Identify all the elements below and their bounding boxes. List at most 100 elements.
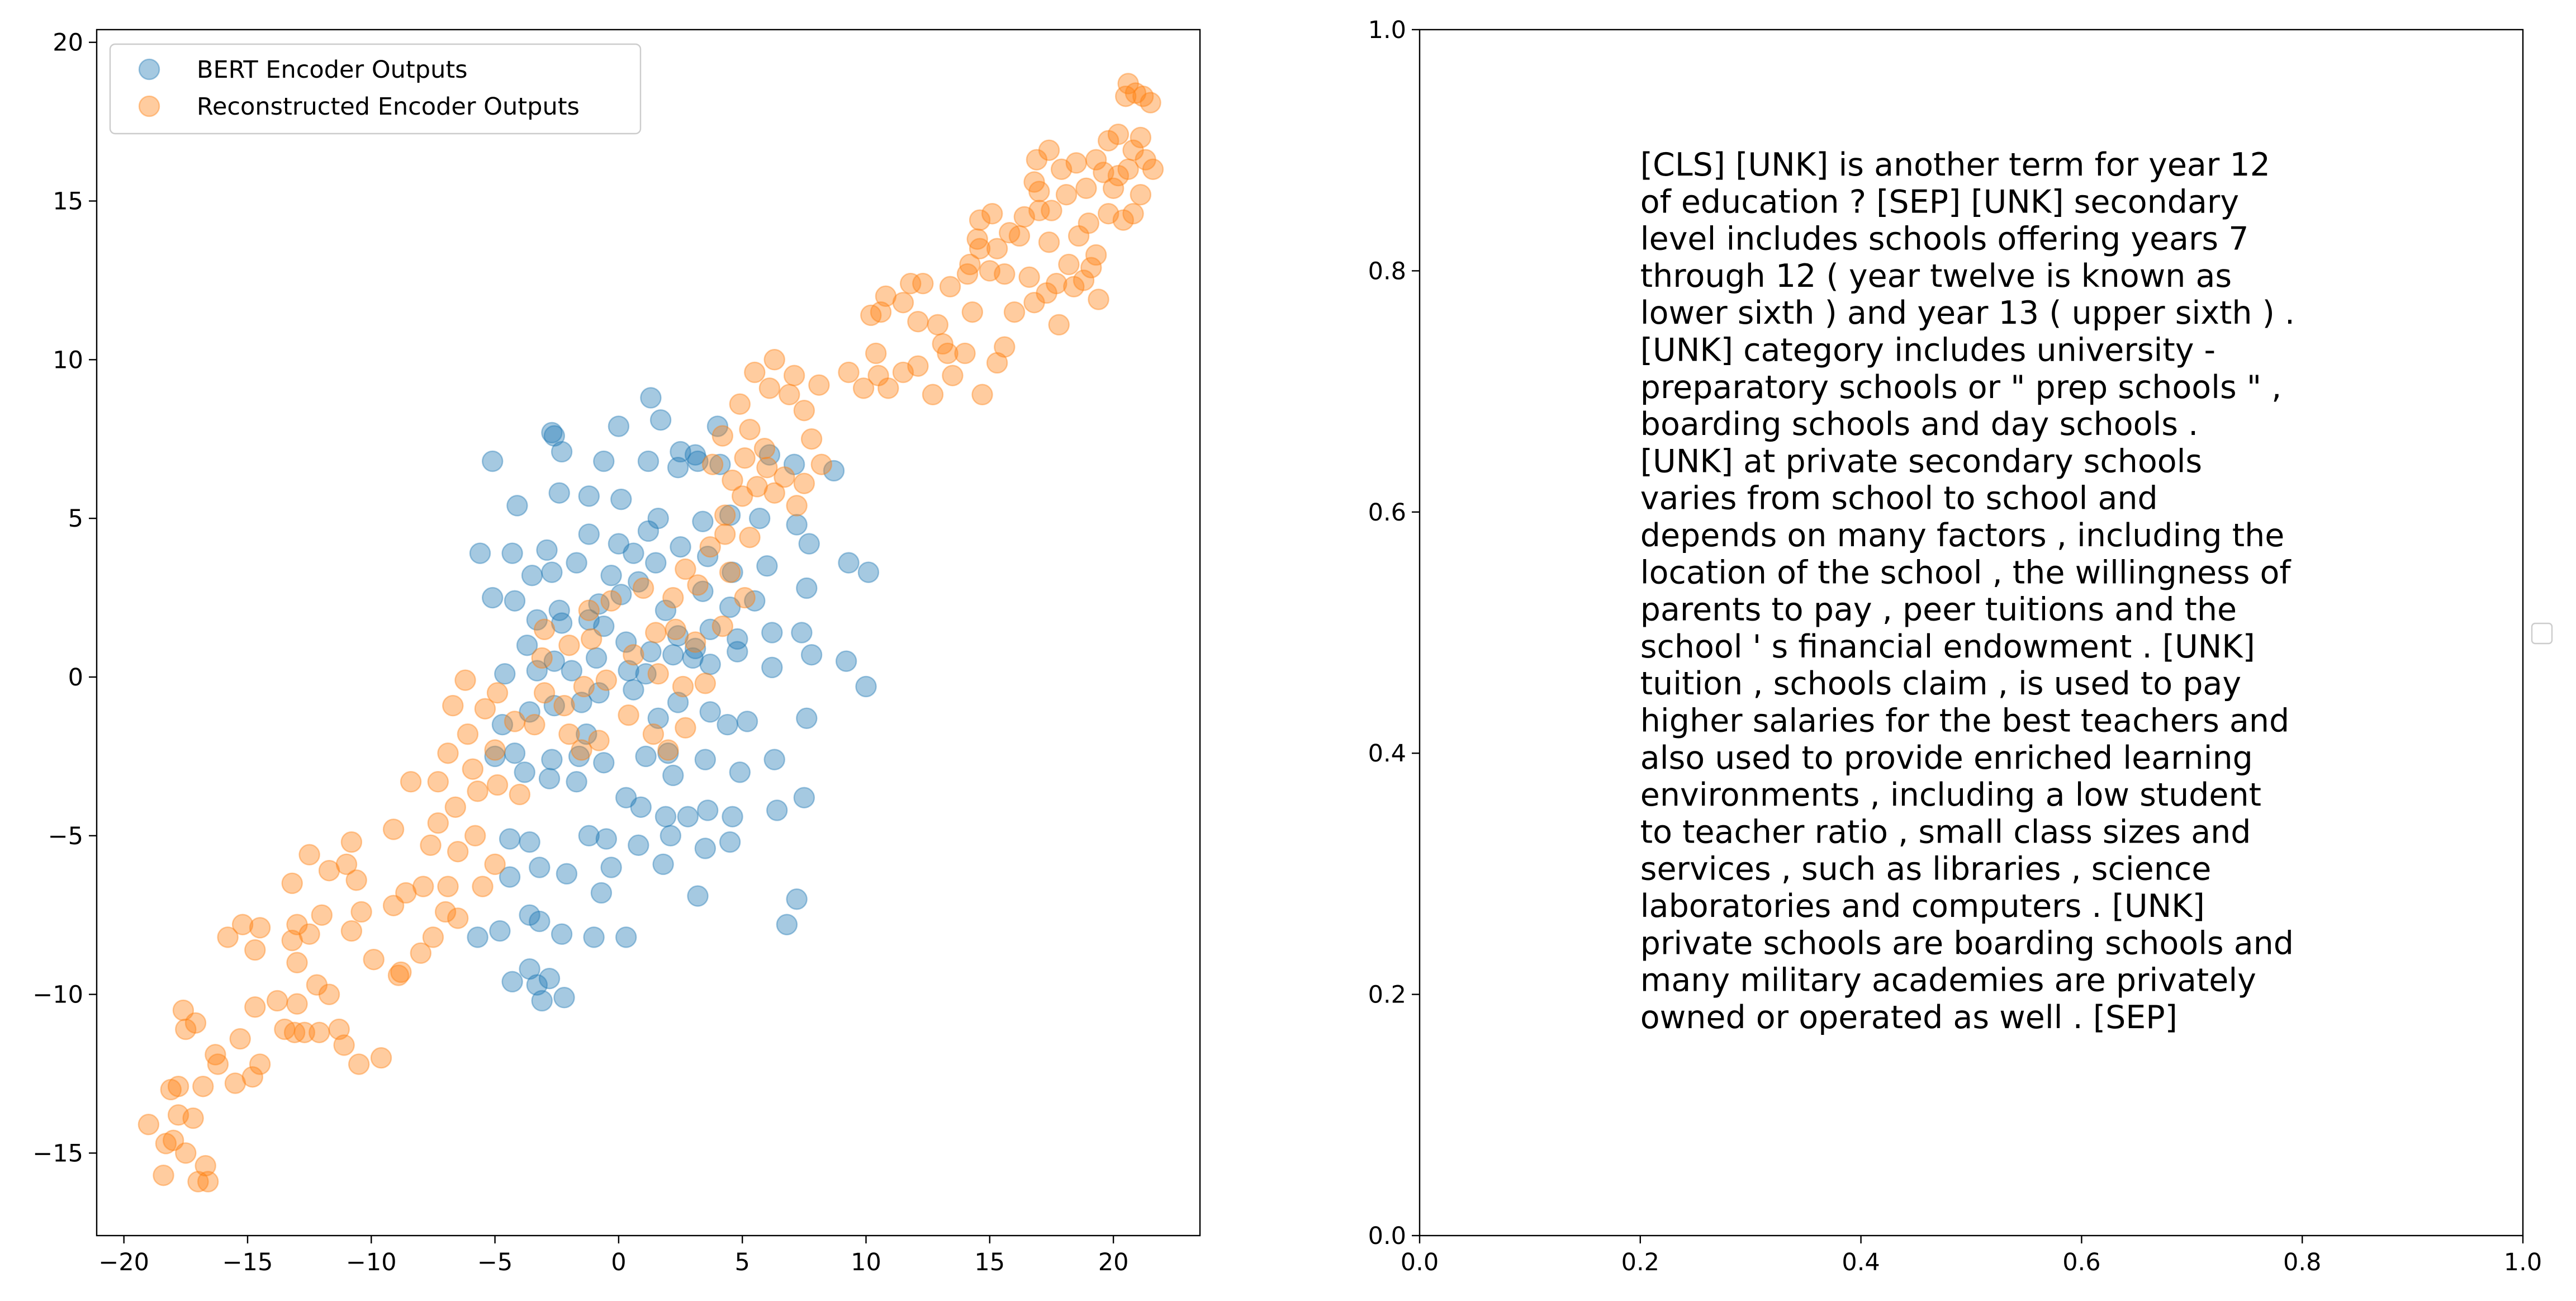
text-line: varies from school to school and	[1640, 480, 2158, 517]
x-tick-label: −15	[222, 1248, 273, 1276]
point-bert-146	[717, 713, 738, 736]
point-reconstructed-207	[1065, 152, 1087, 174]
y-tick-label: −5	[48, 822, 83, 850]
point-reconstructed-164	[927, 314, 949, 336]
point-bert-54	[796, 577, 818, 599]
point-reconstructed-166	[961, 301, 984, 323]
point-bert-57	[551, 612, 573, 634]
point-bert-88	[647, 707, 669, 730]
text-line: owned or operated as well . [SEP]	[1640, 999, 2177, 1036]
point-bert-77	[727, 641, 748, 663]
point-bert-67	[494, 663, 516, 685]
point-bert-38	[645, 552, 667, 574]
point-reconstructed-26	[184, 1012, 207, 1034]
point-reconstructed-171	[1003, 301, 1026, 323]
point-reconstructed-209	[1097, 130, 1119, 152]
text-line: parents to pay , peer tuitions and the	[1640, 592, 2237, 628]
point-reconstructed-106	[684, 631, 706, 653]
point-reconstructed-69	[390, 961, 412, 983]
point-reconstructed-179	[998, 222, 1021, 244]
point-reconstructed-180	[1013, 206, 1036, 228]
point-reconstructed-129	[800, 428, 823, 450]
point-reconstructed-163	[912, 272, 934, 295]
x-tick-label: 20	[1098, 1248, 1129, 1276]
point-bert-142	[531, 990, 553, 1012]
y-tick-label: 20	[53, 29, 83, 57]
point-reconstructed-21	[328, 1018, 350, 1040]
point-reconstructed-219	[1140, 92, 1161, 113]
point-reconstructed-118	[714, 523, 736, 545]
point-reconstructed-98	[672, 675, 694, 698]
point-bert-138	[519, 958, 540, 980]
point-bert-19	[758, 444, 781, 466]
point-reconstructed-112	[662, 586, 684, 609]
point-reconstructed-208	[1085, 149, 1107, 171]
y-tick-label: 1.0	[1368, 16, 1406, 44]
point-bert-107	[630, 796, 652, 818]
point-bert-8	[684, 444, 706, 466]
point-reconstructed-119	[739, 526, 761, 548]
point-reconstructed-192	[1078, 212, 1100, 234]
point-reconstructed-89	[618, 704, 639, 726]
point-reconstructed-24	[370, 1047, 392, 1069]
point-bert-60	[615, 631, 637, 653]
point-reconstructed-42	[340, 920, 363, 942]
point-bert-132	[551, 923, 573, 945]
y-tick-label: −15	[32, 1139, 83, 1167]
point-reconstructed-218	[1132, 85, 1154, 107]
point-bert-118	[628, 834, 649, 857]
point-reconstructed-39	[281, 929, 303, 952]
point-reconstructed-136	[729, 393, 751, 415]
point-reconstructed-194	[1112, 209, 1135, 231]
point-bert-84	[543, 694, 566, 717]
point-bert-11	[506, 495, 528, 517]
point-bert-53	[744, 590, 766, 612]
point-bert-93	[484, 745, 506, 768]
point-bert-124	[556, 863, 578, 885]
point-bert-71	[585, 647, 608, 669]
point-bert-80	[835, 650, 857, 672]
point-reconstructed-206	[1050, 158, 1073, 181]
point-reconstructed-53	[286, 914, 308, 935]
point-reconstructed-82	[454, 669, 476, 691]
text-line: laboratories and computers . [UNK]	[1640, 888, 2205, 925]
point-reconstructed-211	[1122, 139, 1144, 161]
point-reconstructed-71	[427, 771, 449, 793]
point-reconstructed-43	[363, 948, 385, 971]
point-reconstructed-191	[1068, 225, 1090, 247]
point-reconstructed-88	[588, 730, 610, 751]
point-bert-16	[667, 457, 689, 479]
point-bert-109	[677, 806, 699, 827]
point-bert-76	[699, 654, 721, 675]
point-reconstructed-148	[892, 361, 914, 384]
y-tick-label: 0.4	[1368, 740, 1406, 768]
text-panel: 0.0 0.2 0.4 0.6 0.8 1.0 0.0 0.2 0.4 0.6 0.8 1.0 [C…	[1368, 16, 2553, 1276]
point-reconstructed-130	[734, 447, 756, 469]
point-bert-120	[694, 838, 717, 859]
point-reconstructed-57	[335, 853, 358, 876]
point-bert-49	[610, 584, 632, 605]
text-line: lower sixth ) and year 13 ( upper sixth …	[1640, 295, 2295, 332]
point-reconstructed-1	[155, 1133, 177, 1155]
point-reconstructed-37	[249, 917, 271, 939]
point-bert-141	[553, 987, 575, 1009]
scatter-points	[137, 73, 1164, 1193]
point-reconstructed-116	[675, 558, 696, 580]
point-reconstructed-161	[907, 310, 929, 333]
point-reconstructed-60	[382, 819, 405, 840]
point-reconstructed-79	[457, 723, 479, 745]
point-reconstructed-16	[249, 1053, 271, 1075]
point-bert-62	[667, 625, 689, 647]
point-reconstructed-126	[774, 466, 795, 488]
point-reconstructed-203	[1023, 171, 1045, 193]
point-reconstructed-28	[229, 1028, 251, 1050]
point-bert-17	[687, 450, 709, 472]
point-reconstructed-215	[1107, 164, 1130, 187]
text-line: many military academies are privately	[1640, 962, 2256, 999]
point-reconstructed-14	[224, 1072, 246, 1094]
point-reconstructed-115	[734, 586, 756, 609]
point-bert-102	[763, 749, 785, 770]
point-reconstructed-65	[484, 853, 506, 876]
point-reconstructed-87	[571, 739, 592, 761]
point-reconstructed-127	[793, 472, 815, 494]
